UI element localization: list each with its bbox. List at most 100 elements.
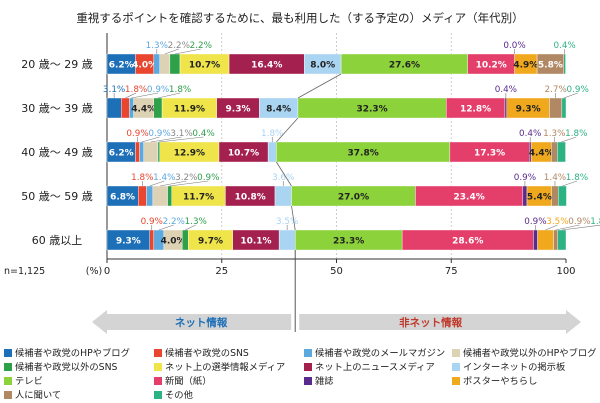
category-label: 60 歳以上 <box>32 234 83 247</box>
legend-label: 候補者や政党以外のHPやブログ <box>463 348 597 359</box>
legend-swatch <box>4 363 12 371</box>
bar-segment <box>551 185 559 207</box>
data-label: 9.3% <box>116 237 141 247</box>
legend-item: その他 <box>154 387 193 401</box>
chart-title: 重視するポイントを確認するために、最も利用した（する予定の）メディア（年代別） <box>76 11 524 25</box>
legend-item: 新聞（紙） <box>154 373 212 387</box>
bar-segment <box>159 53 171 75</box>
category-label: 50 歳〜 59 歳 <box>21 190 92 203</box>
data-label: 0.0% <box>503 41 525 51</box>
category-label: 40 歳〜 49 歳 <box>21 146 92 159</box>
legend-label: ポスターやちらし <box>463 376 538 387</box>
legend-item: ネット上の選挙情報メディア <box>154 359 285 373</box>
data-label: 9.3% <box>516 105 541 115</box>
bar-segment <box>551 141 558 163</box>
bar-segment <box>153 53 160 75</box>
bar-segment <box>561 97 567 119</box>
legend-swatch <box>154 363 162 371</box>
leader-line <box>160 180 187 187</box>
data-label: 16.4% <box>251 61 282 71</box>
legend-label: ネット上の選挙情報メディア <box>165 362 286 373</box>
leader-line <box>169 180 209 187</box>
data-label: 8.4% <box>266 105 291 115</box>
data-label: 4.4% <box>131 105 156 115</box>
data-label: 3.6% <box>272 173 294 183</box>
net-info-label: ネット情報 <box>175 316 228 329</box>
data-label: 12.8% <box>460 105 491 115</box>
leader-line <box>174 48 201 55</box>
data-label: 2.2% <box>163 217 185 227</box>
legend-item: 雑誌 <box>304 373 334 387</box>
data-label: 0.9% <box>514 173 536 183</box>
data-label: 23.4% <box>454 193 485 203</box>
data-label: 23.3% <box>333 237 364 247</box>
legend-item: 人に聞いて <box>4 387 61 401</box>
data-label: 3.5% <box>276 217 298 227</box>
leader-line <box>563 92 578 99</box>
legend-item: 候補者や政党以外のHPやブログ <box>452 345 596 359</box>
bar-segment <box>504 97 507 119</box>
bar-segment <box>537 229 554 251</box>
data-label: 1.3% <box>543 129 565 139</box>
legend-label: 候補者や政党のHPやブログ <box>15 348 130 359</box>
bar-segment <box>121 97 130 119</box>
data-label: 3.1% <box>170 129 192 139</box>
data-label: 3.2% <box>175 173 197 183</box>
data-label: 2.2% <box>190 41 212 51</box>
data-label: 27.6% <box>389 61 420 71</box>
data-label: 0.9% <box>524 217 546 227</box>
leader-line <box>562 180 578 187</box>
data-label: 3.5% <box>546 217 568 227</box>
bar-segment <box>143 141 159 163</box>
non-net-info-label: 非ネット情報 <box>399 316 462 329</box>
legend-label: 候補者や政党のSNS <box>165 348 249 359</box>
data-label: 6.2% <box>109 149 134 159</box>
data-label: 5.4% <box>527 193 552 203</box>
leader-line <box>158 224 174 231</box>
bar-segment <box>146 185 154 207</box>
non-net-arrow <box>299 310 581 334</box>
data-label: 27.0% <box>338 193 369 203</box>
data-label: 10.2% <box>476 61 507 71</box>
legend-item: インターネットの掲示板 <box>452 359 565 373</box>
data-label: 0.9% <box>568 217 590 227</box>
data-label: 1.8% <box>125 85 147 95</box>
data-label: 1.8% <box>566 173 588 183</box>
legend-label: その他 <box>165 390 193 401</box>
data-label: 1.4% <box>153 173 175 183</box>
data-label: 17.3% <box>474 149 505 159</box>
data-label: 0.9% <box>141 217 163 227</box>
legend-swatch <box>452 377 460 385</box>
data-label: 0.9% <box>197 173 219 183</box>
data-label: 0.4% <box>553 41 575 51</box>
data-label: 32.3% <box>356 105 387 115</box>
legend-item: 候補者や政党のメールマガジン <box>304 345 445 359</box>
data-label: 0.4% <box>192 129 214 139</box>
bar-segment <box>557 185 567 207</box>
legend-item: ポスターやちらし <box>452 373 537 387</box>
bar-segment <box>274 185 292 207</box>
data-label: 1.4% <box>544 173 566 183</box>
leader-line <box>131 92 159 99</box>
legend-swatch <box>304 377 312 385</box>
legend-swatch <box>304 349 312 357</box>
data-label: 9.7% <box>198 237 223 247</box>
data-label: 1.8% <box>131 173 153 183</box>
data-label: 4.4% <box>529 149 554 159</box>
data-label: 37.8% <box>348 149 379 159</box>
data-label: 11.9% <box>174 105 205 115</box>
leader-line <box>185 224 196 231</box>
data-label: 2.7% <box>544 85 566 95</box>
legend-swatch <box>4 349 12 357</box>
data-label: 1.8% <box>565 129 587 139</box>
bar-segment <box>138 185 147 207</box>
data-label: 10.7% <box>189 61 220 71</box>
data-label: 0.4% <box>519 129 541 139</box>
data-label: 0.9% <box>148 129 170 139</box>
data-label: 0.4% <box>495 85 517 95</box>
data-label: 0.9% <box>566 85 588 95</box>
data-label: 9.3% <box>226 105 251 115</box>
category-label: 30 歳〜 39 歳 <box>21 102 92 115</box>
bar-segment <box>152 185 168 207</box>
